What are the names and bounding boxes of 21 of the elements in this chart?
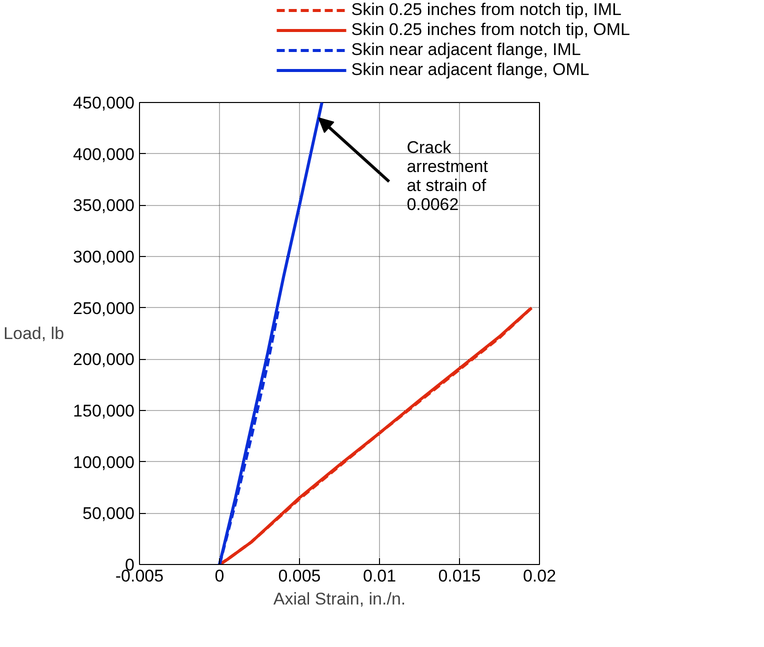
annotation: Crack arrestment at strain of 0.0062 — [406, 138, 488, 214]
y-tick-label: 450,000 — [73, 94, 134, 112]
y-tick-label: 200,000 — [73, 350, 134, 370]
y-tick-label: 300,000 — [73, 248, 134, 266]
y-tick-label: 50,000 — [82, 504, 135, 524]
legend-label: Skin near adjacent flange, IML — [351, 40, 581, 60]
y-tick-label: 100,000 — [73, 452, 134, 472]
x-tick-label: 0.015 — [438, 566, 481, 586]
x-tick-label: 0.01 — [362, 566, 396, 586]
x-axis-title: Axial Strain, in./n. — [273, 590, 406, 608]
y-axis-title: Load, lb — [4, 324, 64, 343]
x-tick-label: 0.02 — [522, 566, 556, 586]
x-tick-label: 0 — [214, 566, 224, 586]
y-tick-label: 400,000 — [73, 144, 134, 164]
legend-label: Skin 0.25 inches from notch tip, OML — [351, 20, 630, 40]
x-tick-label: 0.005 — [278, 566, 321, 586]
legend-label: Skin 0.25 inches from notch tip, IML — [351, 0, 622, 20]
legend-label: Skin near adjacent flange, OML — [351, 60, 590, 80]
y-tick-label: 350,000 — [73, 196, 134, 216]
y-tick-label: 150,000 — [73, 402, 134, 420]
y-tick-label: 250,000 — [73, 298, 134, 318]
